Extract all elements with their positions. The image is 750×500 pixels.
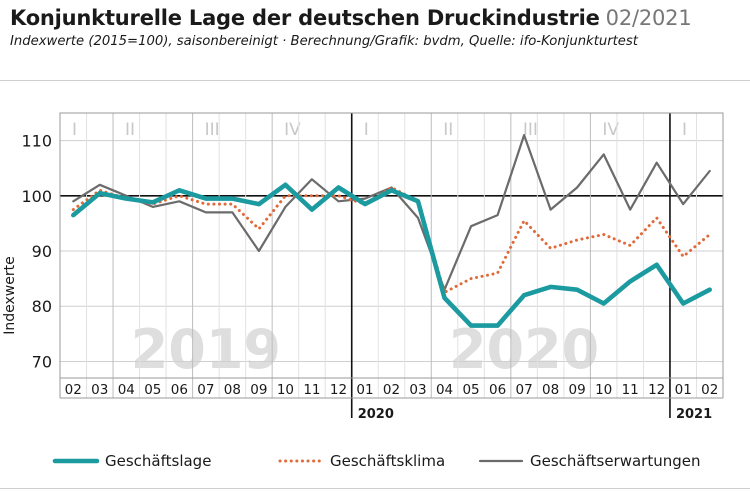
x-tick-label: 02 bbox=[383, 382, 400, 398]
x-tick-label: 03 bbox=[91, 382, 108, 398]
x-tick-label: 10 bbox=[595, 382, 612, 398]
header-divider bbox=[0, 80, 750, 81]
y-tick-label: 80 bbox=[32, 297, 52, 316]
x-tick-label: 03 bbox=[409, 382, 426, 398]
x-tick-label: 05 bbox=[462, 382, 479, 398]
x-tick-label: 09 bbox=[250, 382, 267, 398]
x-tick-label: 09 bbox=[569, 382, 586, 398]
series-line-geschäftserwartungen bbox=[72, 134, 711, 291]
x-tick-label: 01 bbox=[356, 382, 373, 398]
x-tick-label: 06 bbox=[489, 382, 506, 398]
x-tick-label: 12 bbox=[648, 382, 665, 398]
x-tick-label: 08 bbox=[224, 382, 241, 398]
background-year-label: 2020 bbox=[449, 318, 599, 381]
chart-header: Konjunkturelle Lage der deutschen Drucki… bbox=[10, 6, 740, 49]
x-tick-label: 07 bbox=[197, 382, 214, 398]
y-tick-label: 100 bbox=[21, 187, 52, 206]
y-axis-label: Indexwerte bbox=[2, 256, 18, 334]
x-tick-label: 11 bbox=[303, 382, 320, 398]
background-year-label: 2019 bbox=[131, 318, 281, 381]
footer-divider bbox=[0, 488, 750, 489]
y-tick-label: 90 bbox=[32, 242, 52, 261]
legend-label: Geschäftsklima bbox=[330, 452, 445, 470]
x-tick-label: 04 bbox=[118, 382, 135, 398]
x-tick-label: 04 bbox=[436, 382, 453, 398]
series-line-geschäftslage bbox=[71, 182, 713, 328]
x-tick-label: 07 bbox=[516, 382, 533, 398]
quarter-label: IV bbox=[284, 120, 301, 140]
x-tick-label: 02 bbox=[701, 382, 718, 398]
quarter-label: II bbox=[443, 120, 453, 140]
quarter-label: I bbox=[72, 120, 77, 140]
x-tick-label: 01 bbox=[675, 382, 692, 398]
y-tick-label: 110 bbox=[21, 132, 52, 151]
y-tick-label: 70 bbox=[32, 352, 52, 371]
quarter-label: II bbox=[125, 120, 135, 140]
quarter-label: I bbox=[364, 120, 369, 140]
quarter-label: III bbox=[205, 120, 220, 140]
x-tick-label: 08 bbox=[542, 382, 559, 398]
year-axis-label: 2020 bbox=[358, 407, 394, 422]
chart-subtitle: Indexwerte (2015=100), saisonbereinigt ·… bbox=[10, 34, 638, 49]
year-axis-label: 2021 bbox=[676, 407, 712, 422]
chart-date: 02/2021 bbox=[605, 6, 692, 30]
x-tick-label: 11 bbox=[622, 382, 639, 398]
chart-title: Konjunkturelle Lage der deutschen Drucki… bbox=[10, 6, 600, 30]
x-tick-label: 10 bbox=[277, 382, 294, 398]
plot-frame bbox=[59, 112, 724, 379]
legend-label: Geschäftserwartungen bbox=[530, 452, 701, 470]
plot-area bbox=[60, 113, 723, 378]
x-tick-label: 06 bbox=[171, 382, 188, 398]
quarter-label: I bbox=[682, 120, 687, 140]
quarter-label: III bbox=[523, 120, 538, 140]
quarter-label: IV bbox=[602, 120, 619, 140]
x-tick-label: 12 bbox=[330, 382, 347, 398]
chart-title-line: Konjunkturelle Lage der deutschen Drucki… bbox=[10, 6, 740, 30]
x-tick-label: 05 bbox=[144, 382, 161, 398]
x-tick-label: 02 bbox=[65, 382, 82, 398]
legend-label: Geschäftslage bbox=[105, 452, 211, 470]
series-line-geschäftsklima bbox=[71, 186, 712, 294]
